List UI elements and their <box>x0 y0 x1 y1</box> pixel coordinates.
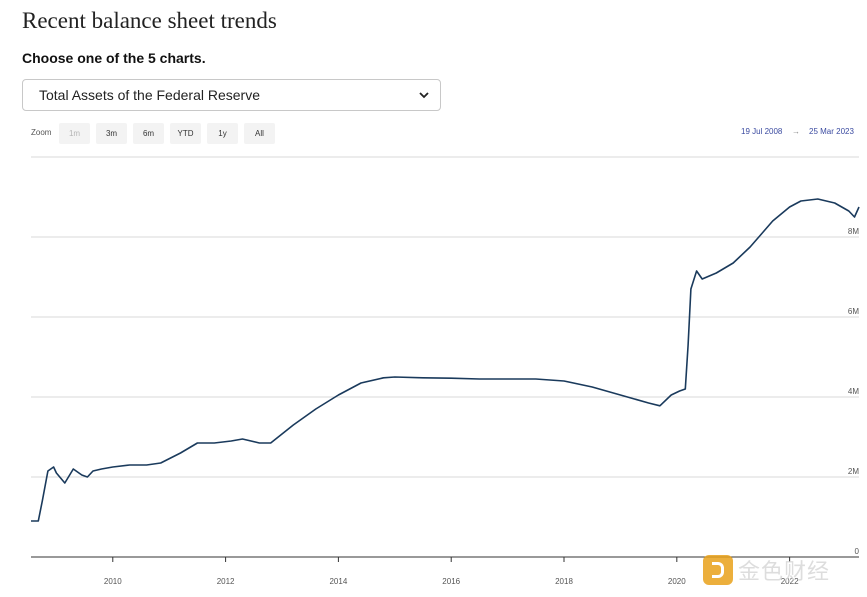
y-tick-label: 2M <box>848 467 859 476</box>
x-tick-label: 2010 <box>104 577 122 586</box>
zoom-all-button[interactable]: All <box>244 123 275 144</box>
y-tick-label: 6M <box>848 307 859 316</box>
range-from[interactable]: 19 Jul 2008 <box>741 127 783 136</box>
chevron-down-icon <box>419 92 429 99</box>
y-tick-label: 8M <box>848 227 859 236</box>
zoom-1m-button[interactable]: 1m <box>59 123 90 144</box>
zoom-1y-button[interactable]: 1y <box>207 123 238 144</box>
x-tick-label: 2018 <box>555 577 573 586</box>
zoom-ytd-button[interactable]: YTD <box>170 123 201 144</box>
x-tick-label: 2022 <box>781 577 799 586</box>
jinse-logo-icon <box>703 555 733 585</box>
range-to[interactable]: 25 Mar 2023 <box>809 127 854 136</box>
x-tick-label: 2012 <box>217 577 235 586</box>
watermark: 金色财经 <box>703 555 830 585</box>
y-tick-label: 0 <box>855 547 860 556</box>
zoom-label: Zoom <box>31 128 52 137</box>
x-tick-label: 2014 <box>329 577 347 586</box>
chart-select[interactable]: Total Assets of the Federal Reserve <box>22 79 441 111</box>
chart-prompt: Choose one of the 5 charts. <box>22 50 206 66</box>
y-tick-label: 4M <box>848 387 859 396</box>
page-title: Recent balance sheet trends <box>22 8 277 33</box>
chart-select-value: Total Assets of the Federal Reserve <box>39 87 260 103</box>
series-line-total-assets <box>31 198 860 522</box>
x-tick-label: 2020 <box>668 577 686 586</box>
watermark-text: 金色财经 <box>738 560 831 585</box>
x-tick-label: 2016 <box>442 577 460 586</box>
range-arrow: → <box>792 127 800 136</box>
zoom-3m-button[interactable]: 3m <box>96 123 127 144</box>
zoom-6m-button[interactable]: 6m <box>133 123 164 144</box>
